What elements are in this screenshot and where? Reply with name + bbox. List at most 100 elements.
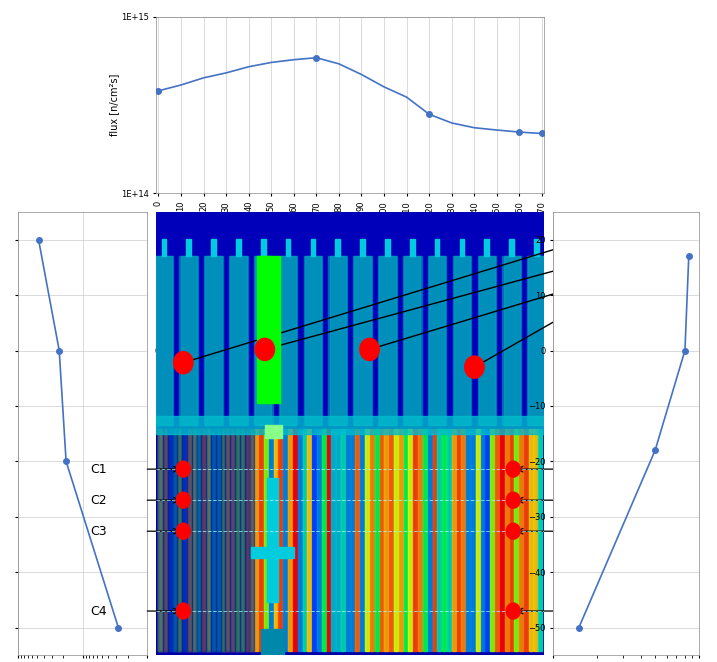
- Bar: [163, 429, 167, 651]
- Bar: [404, 429, 407, 651]
- Bar: [230, 429, 235, 651]
- Bar: [177, 429, 182, 651]
- Bar: [288, 429, 292, 651]
- Bar: [514, 429, 518, 651]
- Bar: [156, 416, 544, 434]
- Bar: [331, 429, 336, 651]
- Bar: [235, 429, 239, 651]
- Bar: [452, 256, 471, 425]
- Bar: [490, 429, 494, 651]
- Bar: [221, 429, 224, 651]
- Bar: [310, 238, 315, 256]
- Bar: [261, 629, 284, 655]
- Bar: [187, 429, 191, 651]
- Bar: [480, 429, 485, 651]
- Bar: [229, 256, 248, 425]
- Bar: [158, 429, 163, 651]
- Bar: [505, 429, 508, 651]
- Bar: [303, 429, 306, 651]
- Bar: [201, 429, 205, 651]
- Bar: [305, 256, 321, 425]
- Bar: [255, 256, 272, 425]
- Bar: [161, 238, 166, 256]
- Bar: [336, 238, 340, 256]
- Bar: [399, 429, 403, 651]
- Bar: [230, 256, 247, 425]
- Bar: [250, 429, 255, 651]
- Text: N2: N2: [269, 260, 583, 350]
- Bar: [330, 256, 346, 425]
- Bar: [336, 429, 340, 651]
- Bar: [196, 429, 201, 651]
- Bar: [485, 238, 489, 256]
- Bar: [235, 429, 239, 651]
- Bar: [409, 429, 412, 651]
- Text: N4: N4: [478, 305, 583, 365]
- Bar: [429, 256, 445, 425]
- Bar: [221, 429, 225, 651]
- Bar: [361, 429, 364, 651]
- Bar: [187, 429, 191, 651]
- Bar: [384, 429, 389, 651]
- Text: R3: R3: [610, 525, 627, 538]
- Bar: [385, 238, 390, 256]
- Bar: [204, 256, 223, 425]
- Bar: [303, 256, 322, 425]
- Bar: [201, 429, 206, 651]
- Bar: [510, 429, 513, 651]
- Bar: [206, 429, 211, 651]
- Circle shape: [176, 523, 190, 539]
- Bar: [509, 238, 514, 256]
- Bar: [250, 429, 253, 651]
- Bar: [173, 429, 176, 651]
- Bar: [293, 429, 297, 651]
- Bar: [308, 429, 311, 651]
- Bar: [168, 429, 172, 651]
- Bar: [500, 429, 504, 651]
- Bar: [322, 429, 326, 651]
- Circle shape: [174, 352, 193, 374]
- Bar: [428, 256, 447, 425]
- Bar: [378, 256, 397, 425]
- Bar: [403, 256, 422, 425]
- Circle shape: [506, 523, 521, 539]
- Bar: [274, 429, 277, 651]
- Bar: [196, 429, 201, 651]
- Bar: [216, 429, 219, 651]
- Bar: [177, 429, 181, 651]
- Bar: [254, 256, 272, 425]
- Circle shape: [506, 492, 521, 508]
- Bar: [356, 429, 359, 651]
- Circle shape: [360, 338, 379, 361]
- Bar: [462, 429, 465, 651]
- Bar: [346, 429, 350, 651]
- Bar: [524, 429, 528, 651]
- Bar: [156, 256, 172, 425]
- Bar: [269, 429, 272, 651]
- Bar: [236, 238, 241, 256]
- Text: R4: R4: [610, 604, 627, 618]
- Text: N1: N1: [187, 238, 583, 362]
- Bar: [447, 429, 451, 651]
- Bar: [230, 429, 234, 651]
- Bar: [351, 429, 354, 651]
- Text: R2: R2: [610, 494, 627, 506]
- Bar: [251, 547, 294, 558]
- Bar: [240, 429, 244, 651]
- Bar: [163, 429, 168, 651]
- Bar: [173, 429, 177, 651]
- Bar: [280, 256, 296, 425]
- Text: C4: C4: [90, 604, 107, 618]
- Bar: [454, 256, 470, 425]
- Bar: [379, 256, 396, 425]
- Bar: [478, 256, 496, 425]
- Bar: [389, 429, 393, 651]
- Bar: [476, 429, 480, 651]
- Bar: [206, 256, 222, 425]
- Bar: [327, 429, 331, 651]
- Bar: [341, 429, 345, 651]
- Bar: [485, 429, 490, 651]
- Bar: [354, 256, 371, 425]
- Bar: [216, 429, 221, 651]
- Bar: [286, 238, 290, 256]
